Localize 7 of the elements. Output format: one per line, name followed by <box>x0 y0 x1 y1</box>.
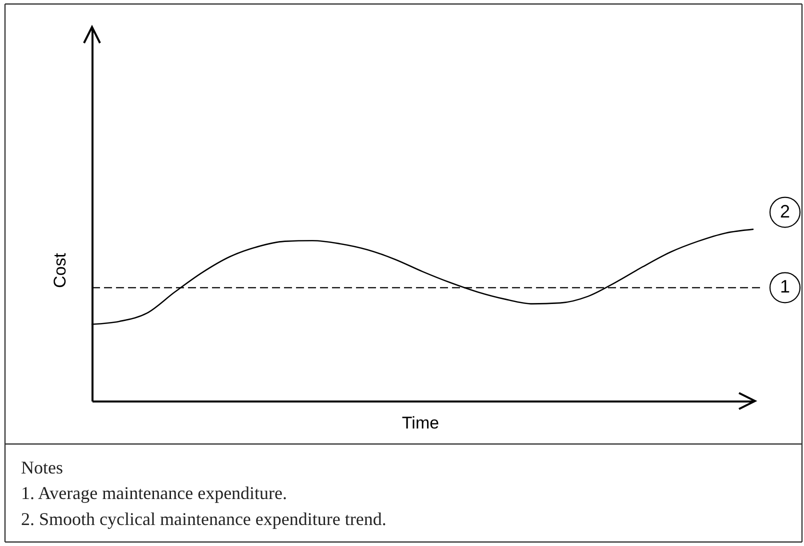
ref-line-label: 1 <box>780 276 790 297</box>
series-label: 2 <box>780 201 790 222</box>
text: Notes <box>21 458 63 478</box>
text: 1. Average maintenance expenditure. <box>21 483 288 504</box>
text: 2. Smooth cyclical maintenance expenditure trend. <box>21 508 386 529</box>
x-axis-title: Time <box>402 414 440 432</box>
y-axis-title: Cost <box>50 252 70 288</box>
